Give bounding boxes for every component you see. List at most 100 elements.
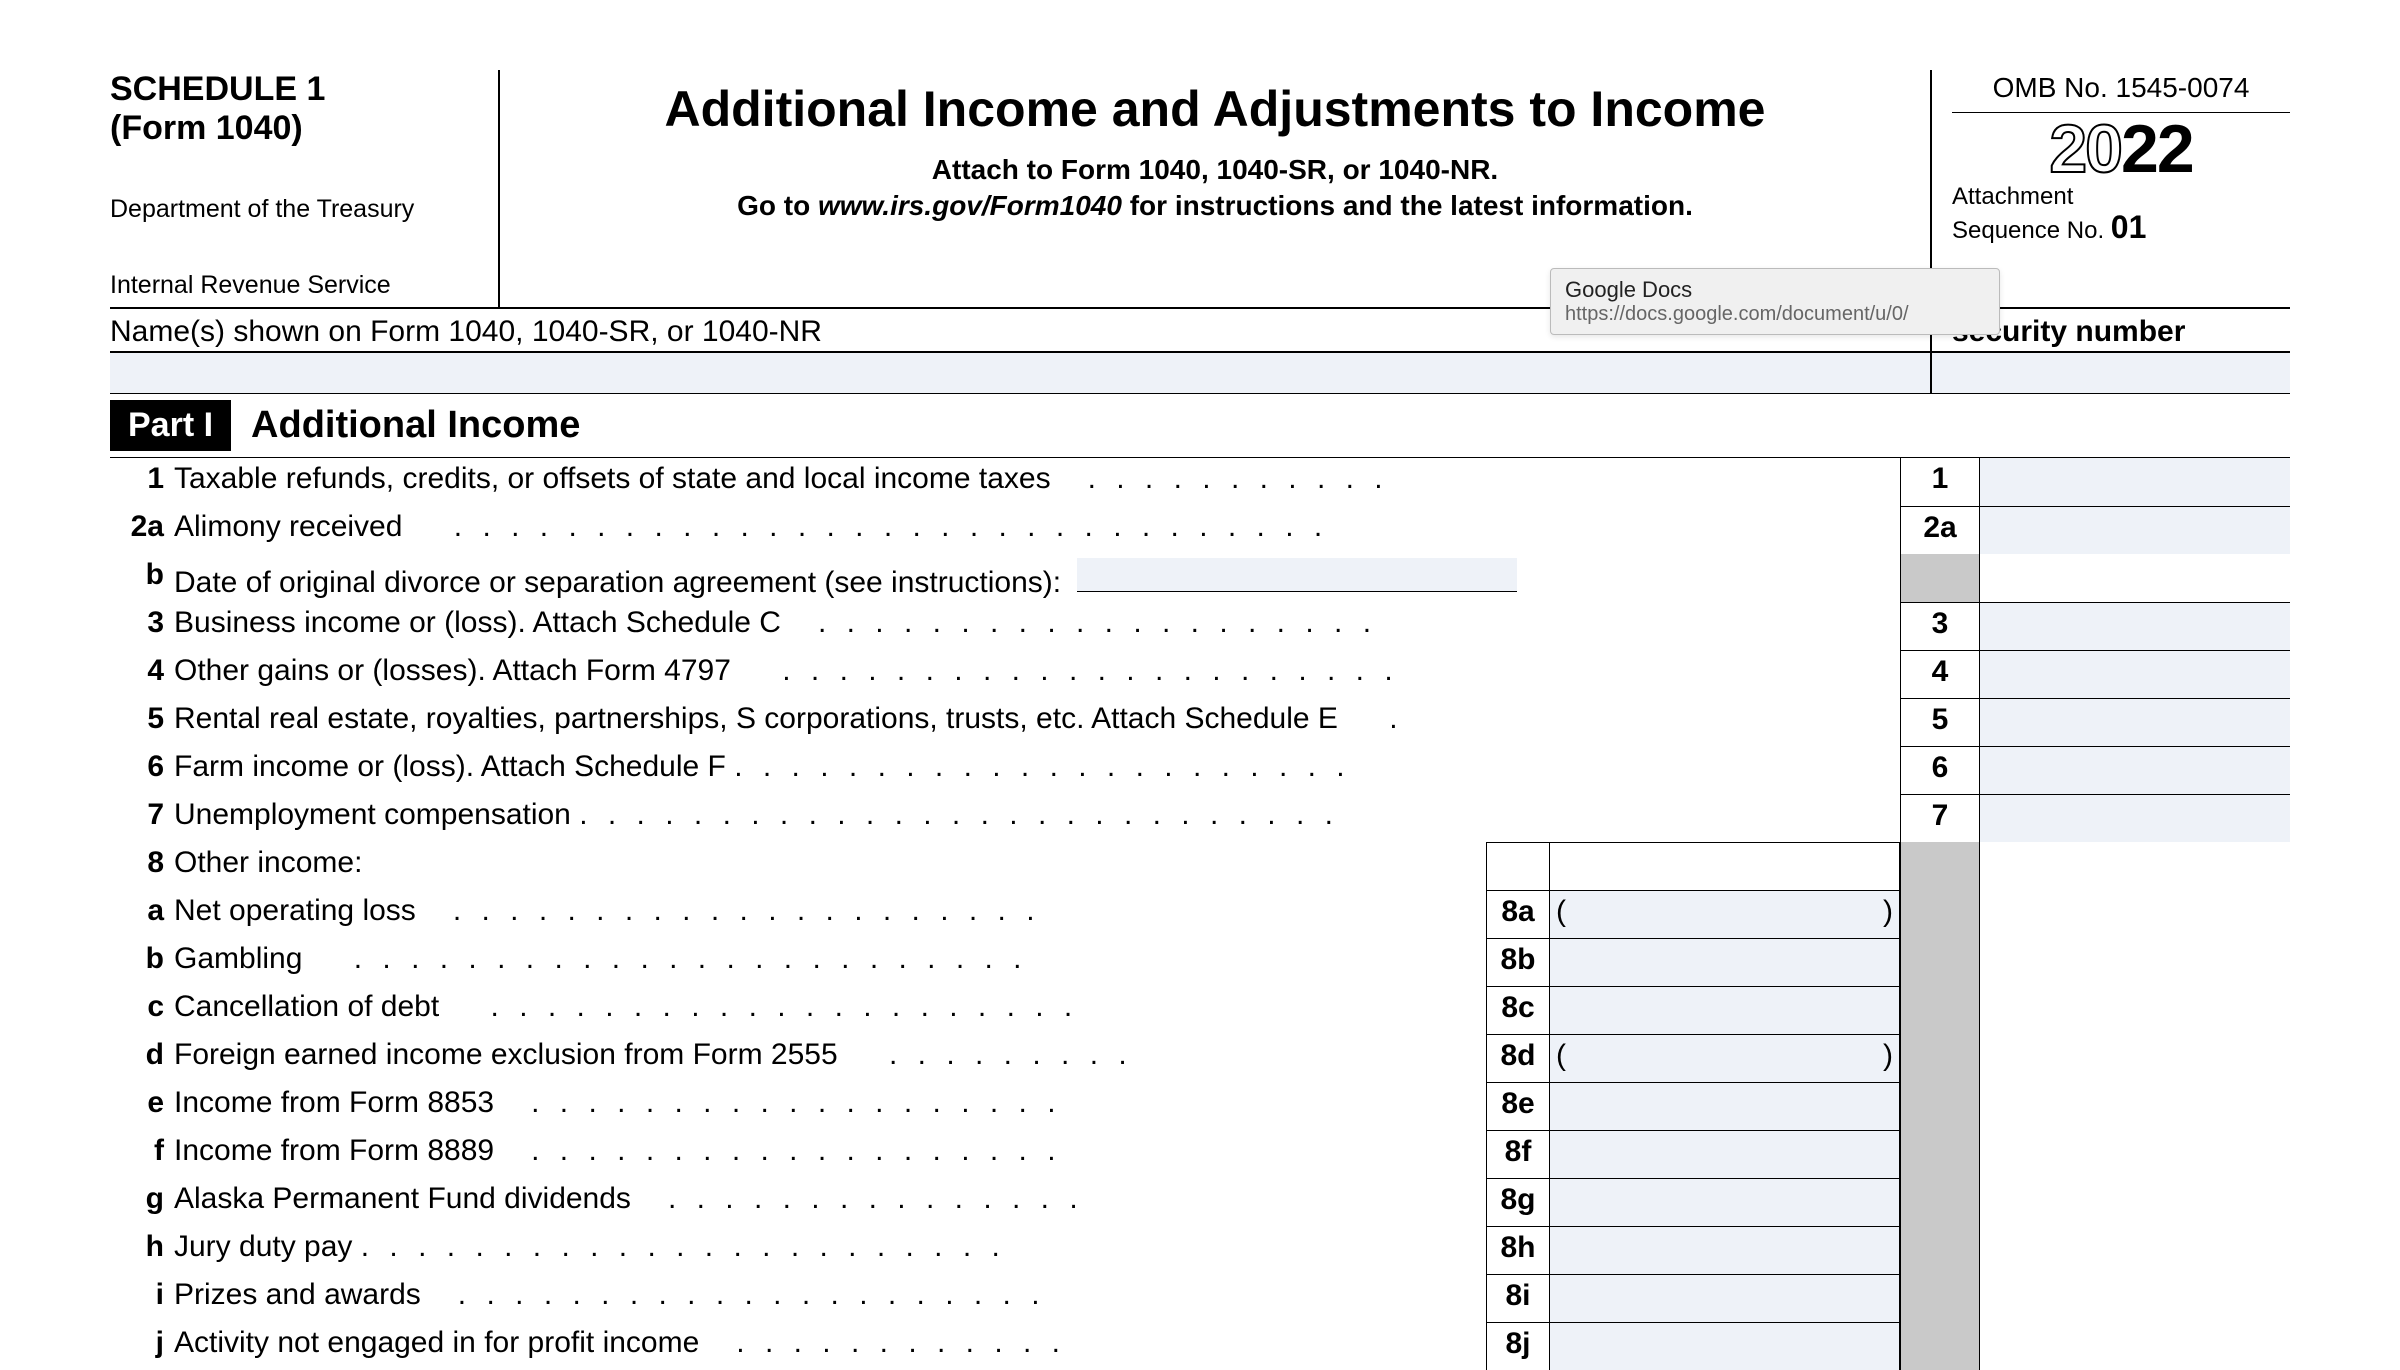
sub-amount-input[interactable] bbox=[1550, 1274, 1900, 1322]
sub-amount-input[interactable]: () bbox=[1550, 1034, 1900, 1082]
line-text: Unemployment compensation . . . . . . . … bbox=[174, 794, 1900, 842]
line-number: a bbox=[110, 890, 174, 938]
gray-box bbox=[1900, 1274, 1980, 1322]
line-amount-input[interactable] bbox=[1980, 650, 2290, 698]
line-number: 5 bbox=[110, 698, 174, 746]
sub-box: 8d bbox=[1486, 1034, 1550, 1082]
year-outline: 20 bbox=[2049, 111, 2121, 187]
line-number: 7 bbox=[110, 794, 174, 842]
line-number: b bbox=[110, 938, 174, 986]
line-box: 7 bbox=[1900, 794, 1980, 842]
line-number: i bbox=[110, 1274, 174, 1322]
gray-box bbox=[1900, 1082, 1980, 1130]
line-amount-input[interactable] bbox=[1980, 458, 2290, 506]
gray-box bbox=[1900, 890, 1980, 938]
sub-amount-input[interactable] bbox=[1550, 1082, 1900, 1130]
dept-line2: Internal Revenue Service bbox=[110, 272, 488, 300]
line-number: c bbox=[110, 986, 174, 1034]
line-items: 1 Taxable refunds, credits, or offsets o… bbox=[110, 458, 2290, 1370]
sub-amount-input[interactable] bbox=[1550, 938, 1900, 986]
line-6: 6 Farm income or (loss). Attach Schedule… bbox=[110, 746, 2290, 794]
sub-box: 8f bbox=[1486, 1130, 1550, 1178]
blank-cell bbox=[1980, 1322, 2290, 1370]
blank-cell bbox=[1980, 1130, 2290, 1178]
line-8d: d Foreign earned income exclusion from F… bbox=[110, 1034, 2290, 1082]
sub-amt-blank bbox=[1550, 842, 1900, 890]
line-text: Taxable refunds, credits, or offsets of … bbox=[174, 458, 1900, 506]
line-8e: e Income from Form 8853 . . . . . . . . … bbox=[110, 1082, 2290, 1130]
sub-amount-input[interactable] bbox=[1550, 1130, 1900, 1178]
line-text: Date of original divorce or separation a… bbox=[174, 554, 1900, 602]
line-box: 1 bbox=[1900, 458, 1980, 506]
line-amount-input[interactable] bbox=[1980, 506, 2290, 554]
sub-box-blank bbox=[1486, 842, 1550, 890]
line-2a: 2a Alimony received . . . . . . . . . . … bbox=[110, 506, 2290, 554]
dept-line1: Department of the Treasury bbox=[110, 196, 488, 224]
blank-cell bbox=[1980, 1034, 2290, 1082]
sub-box: 8h bbox=[1486, 1226, 1550, 1274]
gray-box bbox=[1900, 986, 1980, 1034]
blank-cell bbox=[1980, 938, 2290, 986]
line-text: Prizes and awards . . . . . . . . . . . … bbox=[174, 1274, 1486, 1322]
line-text: Net operating loss . . . . . . . . . . .… bbox=[174, 890, 1486, 938]
sub-amount-input[interactable] bbox=[1550, 986, 1900, 1034]
line-amount-input[interactable] bbox=[1980, 746, 2290, 794]
sequence-label: Sequence No. 01 bbox=[1952, 209, 2290, 246]
sub-box: 8g bbox=[1486, 1178, 1550, 1226]
sub-box: 8c bbox=[1486, 986, 1550, 1034]
gray-box bbox=[1900, 1322, 1980, 1370]
line-5: 5 Rental real estate, royalties, partner… bbox=[110, 698, 2290, 746]
line-8g: g Alaska Permanent Fund dividends . . . … bbox=[110, 1178, 2290, 1226]
line-number: 1 bbox=[110, 458, 174, 506]
sub-box: 8j bbox=[1486, 1322, 1550, 1370]
sub-box: 8a bbox=[1486, 890, 1550, 938]
line-text: Cancellation of debt . . . . . . . . . .… bbox=[174, 986, 1486, 1034]
names-input[interactable] bbox=[110, 353, 1930, 393]
divorce-date-input[interactable] bbox=[1077, 558, 1517, 592]
line-text: Foreign earned income exclusion from For… bbox=[174, 1034, 1486, 1082]
line-number: f bbox=[110, 1130, 174, 1178]
gray-box bbox=[1900, 1226, 1980, 1274]
blank-cell bbox=[1980, 842, 2290, 890]
line-box: 4 bbox=[1900, 650, 1980, 698]
part-title: Additional Income bbox=[251, 404, 580, 447]
part-tag: Part I bbox=[110, 400, 231, 451]
sub-box: 8i bbox=[1486, 1274, 1550, 1322]
sub-box: 8b bbox=[1486, 938, 1550, 986]
sub-box: 8e bbox=[1486, 1082, 1550, 1130]
blank-cell bbox=[1980, 1178, 2290, 1226]
header-left: SCHEDULE 1 (Form 1040) Department of the… bbox=[110, 70, 500, 307]
line-number: 4 bbox=[110, 650, 174, 698]
schedule-label: SCHEDULE 1 bbox=[110, 70, 488, 109]
line-4: 4 Other gains or (losses). Attach Form 4… bbox=[110, 650, 2290, 698]
line-text: Alaska Permanent Fund dividends . . . . … bbox=[174, 1178, 1486, 1226]
line-number: e bbox=[110, 1082, 174, 1130]
line-text: Jury duty pay . . . . . . . . . . . . . … bbox=[174, 1226, 1486, 1274]
form-label: (Form 1040) bbox=[110, 109, 488, 148]
line-8a: a Net operating loss . . . . . . . . . .… bbox=[110, 890, 2290, 938]
sub-amount-input[interactable] bbox=[1550, 1322, 1900, 1370]
line-amount-input[interactable] bbox=[1980, 794, 2290, 842]
gray-box bbox=[1900, 1178, 1980, 1226]
blank-cell bbox=[1980, 890, 2290, 938]
line-amount-input[interactable] bbox=[1980, 602, 2290, 650]
line-8j: j Activity not engaged in for profit inc… bbox=[110, 1322, 2290, 1370]
blank-cell bbox=[1980, 986, 2290, 1034]
line-amount-input[interactable] bbox=[1980, 698, 2290, 746]
goto-suffix: for instructions and the latest informat… bbox=[1122, 190, 1693, 221]
line-box: 5 bbox=[1900, 698, 1980, 746]
sub-amount-input[interactable] bbox=[1550, 1178, 1900, 1226]
link-tooltip: Google Docs https://docs.google.com/docu… bbox=[1550, 268, 2000, 335]
sequence-number: 01 bbox=[2111, 209, 2147, 245]
line-number: d bbox=[110, 1034, 174, 1082]
gray-box bbox=[1900, 1034, 1980, 1082]
ssn-input[interactable] bbox=[1932, 353, 2290, 393]
line-8f: f Income from Form 8889 . . . . . . . . … bbox=[110, 1130, 2290, 1178]
sub-amount-input[interactable] bbox=[1550, 1226, 1900, 1274]
line-number: b bbox=[110, 554, 174, 602]
line-text: Alimony received . . . . . . . . . . . .… bbox=[174, 506, 1900, 554]
id-row-inputs bbox=[110, 353, 2290, 394]
line-8b: b Gambling . . . . . . . . . . . . . . .… bbox=[110, 938, 2290, 986]
sub-amount-input[interactable]: () bbox=[1550, 890, 1900, 938]
omb-number: OMB No. 1545-0074 bbox=[1952, 72, 2290, 113]
